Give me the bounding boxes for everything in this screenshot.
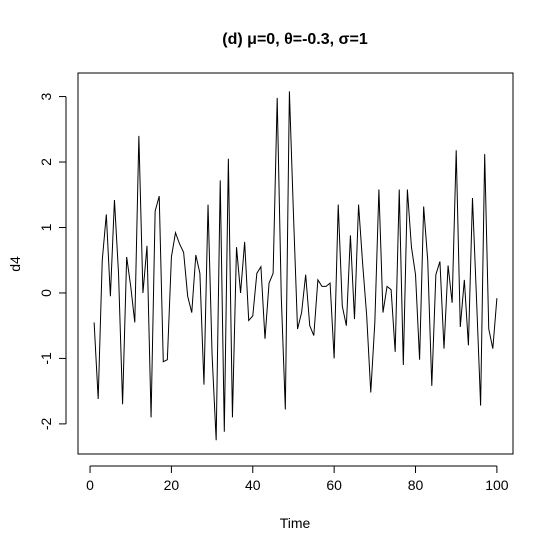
- y-tick-label: -1: [38, 352, 54, 365]
- x-tick-label: 20: [164, 477, 180, 493]
- y-tick-label: 3: [38, 92, 54, 100]
- x-tick-label: 60: [326, 477, 342, 493]
- y-tick-label: -2: [38, 417, 54, 430]
- x-axis-label: Time: [280, 515, 311, 531]
- x-tick-label: 40: [245, 477, 261, 493]
- x-tick-label: 0: [86, 477, 94, 493]
- y-tick-label: 1: [38, 223, 54, 231]
- y-axis-label: d4: [7, 256, 23, 272]
- x-tick-label: 100: [485, 477, 509, 493]
- x-tick-label: 80: [408, 477, 424, 493]
- y-tick-label: 0: [38, 289, 54, 297]
- chart-title: (d) μ=0, θ=-0.3, σ=1: [222, 31, 368, 48]
- series-line: [93, 91, 498, 441]
- y-tick-label: 2: [38, 158, 54, 166]
- plot-frame: [77, 72, 514, 455]
